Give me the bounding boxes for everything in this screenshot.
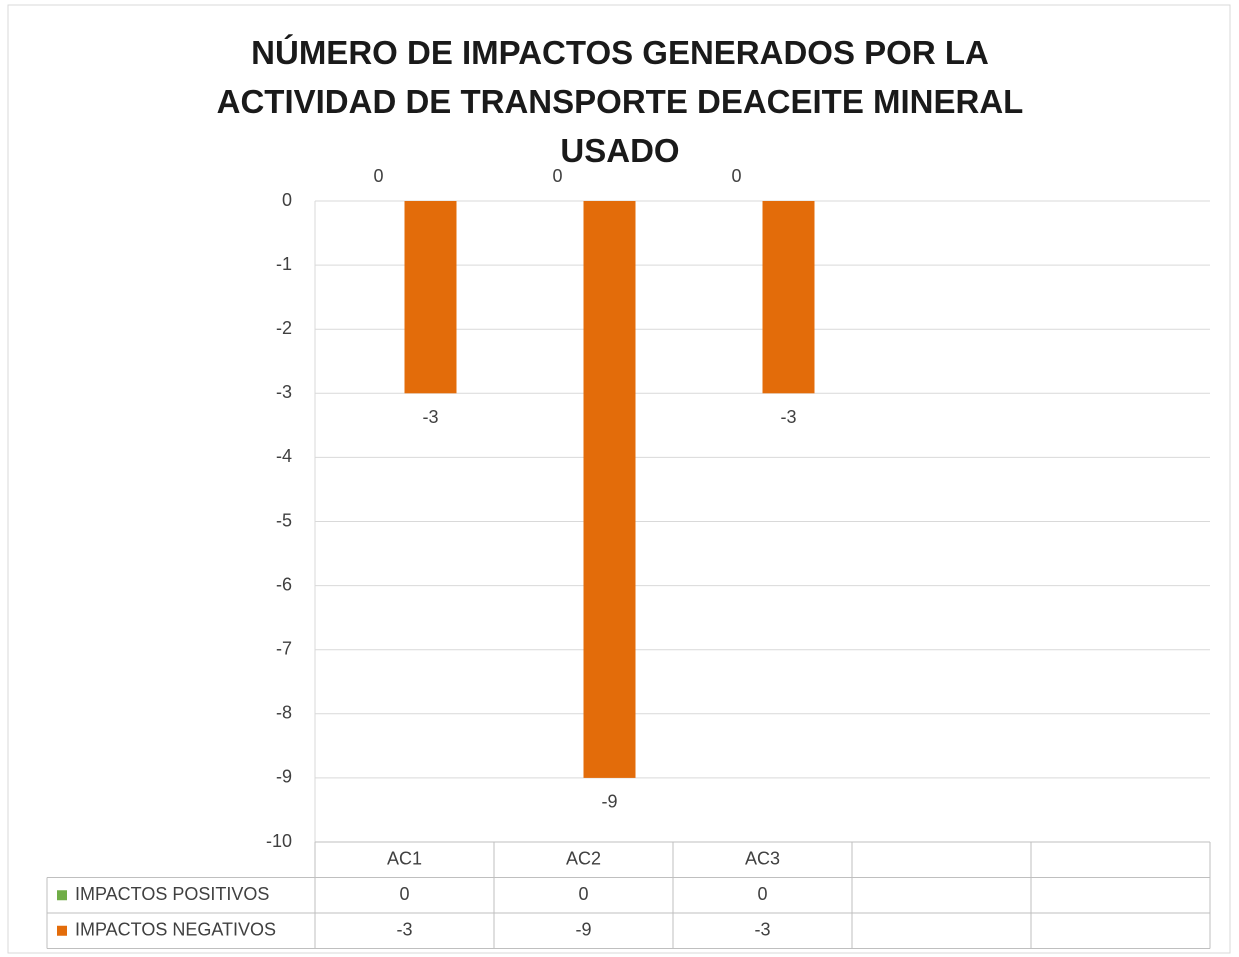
x-tick-label: AC2	[566, 849, 601, 869]
data-label: -3	[780, 407, 796, 427]
bar	[404, 201, 457, 394]
y-tick-label: -10	[266, 831, 292, 851]
chart-title: NÚMERO DE IMPACTOS GENERADOS POR LA ACTI…	[216, 34, 1024, 169]
x-tick-label: AC1	[387, 849, 422, 869]
legend-label: IMPACTOS NEGATIVOS	[75, 920, 276, 940]
data-label: 0	[552, 166, 562, 186]
data-label: 0	[731, 166, 741, 186]
table-cell: -3	[396, 920, 412, 940]
y-tick-label: -8	[276, 703, 292, 723]
y-tick-label: -5	[276, 510, 292, 530]
legend-key	[57, 925, 67, 936]
legend-key	[57, 890, 67, 901]
legend-label: IMPACTOS POSITIVOS	[75, 884, 269, 904]
y-tick-label: -9	[276, 767, 292, 787]
y-tick-label: -6	[276, 574, 292, 594]
data-label: -9	[601, 792, 617, 812]
bar	[762, 201, 815, 394]
bar	[583, 201, 636, 778]
y-tick-label: -3	[276, 382, 292, 402]
y-tick-label: -1	[276, 254, 292, 274]
y-tick-label: 0	[282, 190, 292, 210]
table-cell: 0	[757, 884, 767, 904]
y-tick-label: -2	[276, 318, 292, 338]
data-label: 0	[373, 166, 383, 186]
table-cell: 0	[399, 884, 409, 904]
y-tick-label: -4	[276, 446, 292, 466]
table-cell: 0	[578, 884, 588, 904]
y-tick-label: -7	[276, 638, 292, 658]
data-label: -3	[422, 407, 438, 427]
table-cell: -9	[575, 920, 591, 940]
table-cell: -3	[754, 920, 770, 940]
x-tick-label: AC3	[745, 849, 780, 869]
